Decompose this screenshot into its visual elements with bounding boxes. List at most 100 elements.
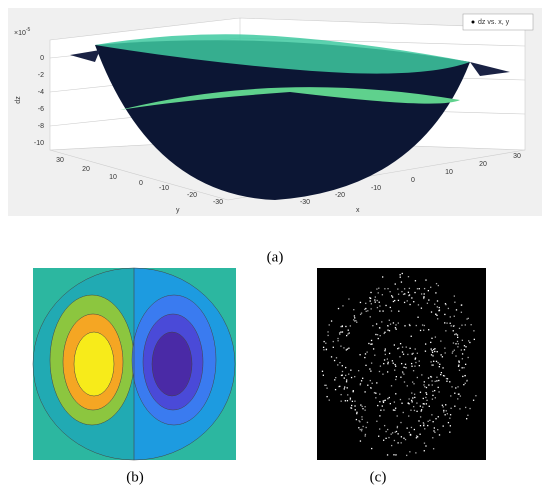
speckle-dot: [391, 360, 394, 362]
speckle-dot: [339, 385, 341, 387]
speckle-dot: [403, 366, 405, 368]
x-label: x: [356, 207, 360, 214]
speckle-dot: [410, 362, 413, 365]
speckle-dot: [395, 328, 397, 330]
speckle-dot: [345, 381, 348, 383]
speckle-dot: [465, 406, 467, 409]
speckle-dot: [450, 395, 452, 397]
legend-text: dz vs. x, y: [478, 19, 510, 26]
speckle-dot: [435, 313, 437, 315]
speckle-dot: [339, 362, 341, 364]
speckle-dot: [403, 381, 406, 383]
speckle-dot: [384, 348, 386, 350]
speckle-dot: [327, 331, 329, 333]
speckle-dot: [350, 376, 353, 379]
speckle-dot: [395, 324, 397, 326]
speckle-dot: [424, 350, 427, 352]
speckle-dot: [370, 362, 373, 364]
speckle-dot: [396, 426, 398, 429]
speckle-dot: [459, 408, 461, 410]
speckle-dot: [360, 380, 363, 382]
speckle-dot: [427, 289, 430, 292]
speckle-dot: [425, 403, 428, 405]
speckle-dot: [344, 400, 347, 402]
speckle-dot: [399, 398, 402, 401]
speckle-dot: [452, 330, 454, 332]
speckle-dot: [347, 333, 349, 335]
speckle-dot: [428, 405, 430, 407]
speckle-dot: [404, 438, 407, 441]
speckle-dot: [348, 347, 350, 349]
speckle-dot: [437, 318, 439, 320]
speckle-dot: [322, 374, 325, 376]
speckle-dot: [382, 373, 384, 375]
x-tick-label: -30: [300, 199, 310, 206]
speckle-dot: [431, 384, 433, 386]
speckle-dot: [405, 346, 407, 348]
speckle-dot: [438, 310, 440, 312]
speckle-dot: [359, 313, 362, 316]
speckle-dot: [376, 334, 379, 336]
speckle-dot: [347, 329, 349, 331]
speckle-dot: [410, 335, 412, 337]
speckle-dot: [444, 322, 446, 324]
speckle-dot: [404, 293, 406, 295]
speckle-dot: [385, 430, 387, 433]
speckle-dot: [352, 319, 355, 321]
speckle-dot: [340, 393, 342, 396]
speckle-dot: [367, 310, 369, 312]
speckle-dot: [364, 435, 366, 437]
speckle-dot: [437, 362, 439, 364]
speckle-dot: [334, 388, 337, 391]
speckle-dot: [375, 323, 378, 325]
speckle-dot: [372, 325, 374, 327]
speckle-dot: [408, 323, 411, 326]
speckle-dot: [444, 303, 447, 305]
speckle-dot: [424, 386, 426, 388]
speckle-dot: [420, 409, 423, 411]
speckle-dot: [423, 425, 425, 427]
speckle-dot: [341, 331, 344, 333]
speckle-dot: [352, 390, 354, 392]
speckle-dot: [436, 306, 438, 308]
speckle-dot: [379, 415, 381, 417]
speckle-dot: [369, 368, 371, 370]
speckle-dot: [459, 395, 462, 397]
speckle-dot: [461, 367, 463, 369]
speckle-dot: [426, 399, 428, 402]
speckle-dot: [376, 382, 378, 384]
speckle-dot: [338, 385, 340, 388]
speckle-dot: [390, 310, 393, 312]
speckle-dot: [466, 418, 468, 420]
speckle-dot: [362, 377, 364, 379]
speckle-dot: [383, 359, 386, 361]
speckle-dot: [359, 354, 361, 356]
speckle-dot: [405, 367, 407, 369]
speckle-dot: [434, 303, 436, 305]
speckle-dot: [446, 378, 449, 380]
speckle-dot: [389, 291, 391, 293]
speckle-dot: [393, 401, 396, 403]
speckle-dot: [461, 353, 464, 355]
speckle-dot: [457, 365, 460, 367]
speckle-dot: [453, 325, 455, 327]
z-tick-label: 0: [40, 55, 44, 62]
speckle-dot: [398, 347, 400, 349]
speckle-dot: [437, 429, 439, 431]
speckle-dot: [395, 365, 397, 367]
speckle-dot: [434, 336, 437, 338]
speckle-dot: [419, 416, 422, 418]
speckle-dot: [467, 356, 469, 359]
speckle-dot: [395, 376, 398, 378]
speckle-dot: [455, 333, 457, 335]
speckle-dot: [394, 363, 396, 366]
speckle-dot: [322, 346, 325, 348]
speckle-dot: [466, 380, 468, 382]
speckle-dot: [418, 288, 420, 290]
speckle-dot: [326, 387, 328, 389]
speckle-dot: [377, 404, 379, 407]
speckle-dot: [361, 416, 363, 418]
speckle-dot: [413, 301, 415, 303]
speckle-dot: [374, 354, 376, 356]
speckle-dot: [463, 367, 465, 369]
